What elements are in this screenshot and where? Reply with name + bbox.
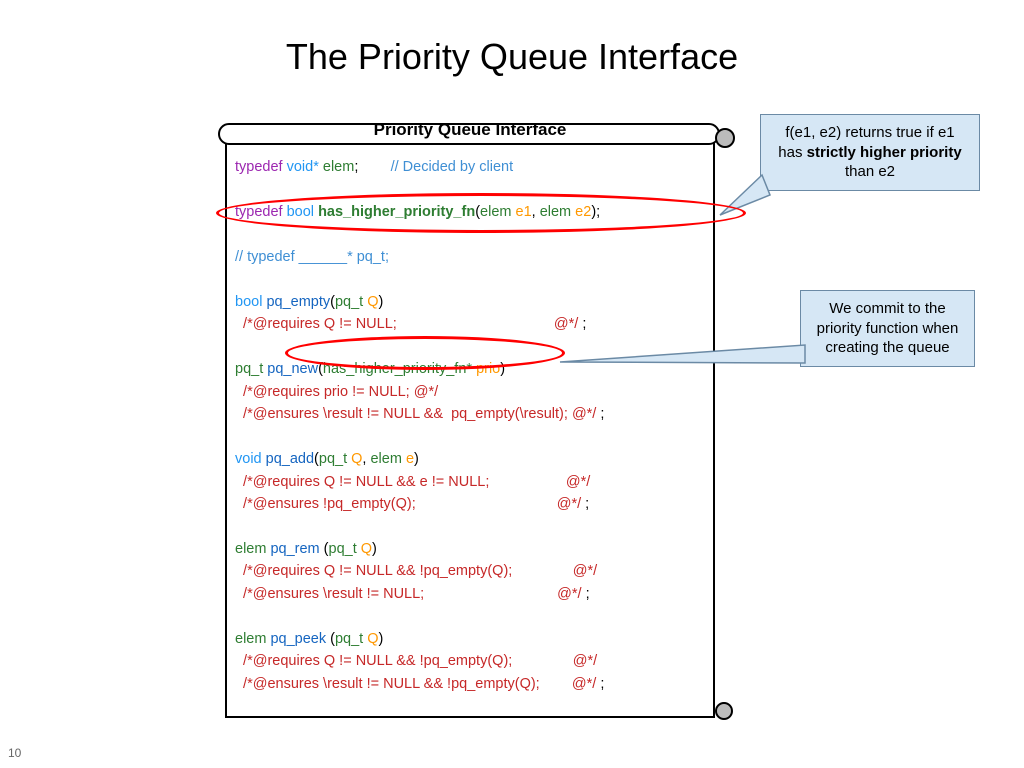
callout2-line3: creating the queue (825, 339, 949, 356)
callout1-line2b: strictly higher priority (807, 144, 962, 161)
callout-priority-fn: f(e1, e2) returns true if e1 has strictl… (760, 114, 980, 191)
param: Q (361, 541, 372, 557)
close: ) (414, 451, 419, 467)
contract-req: /*@requires Q != NULL; @*/ (235, 316, 578, 332)
fn-name: pq_empty (262, 294, 330, 310)
contract-ens: /*@ensures \result != NULL && !pq_empty(… (235, 676, 596, 692)
fn-name: pq_add (262, 451, 314, 467)
callout2-line1: We commit to the (829, 300, 945, 317)
comment-typedef: // typedef ______* pq_t; (235, 249, 389, 265)
callout1-line2a: has (778, 144, 806, 161)
kw-bool: bool (283, 204, 318, 220)
callout2-line2: priority function when (817, 320, 959, 337)
callout2-tail-icon (560, 345, 810, 380)
param: e2 (575, 204, 591, 220)
fn-name: pq_rem (266, 541, 323, 557)
close: ); (591, 204, 600, 220)
type: pq_t (335, 631, 367, 647)
fn-name: pq_new (263, 361, 318, 377)
param: e1 (516, 204, 532, 220)
ret-type: void (235, 451, 262, 467)
param: e (406, 451, 414, 467)
contract-ens: /*@ensures !pq_empty(Q); @*/ (235, 496, 581, 512)
close: ) (379, 294, 384, 310)
code-block: typedef void* elem; // Decided by client… (235, 156, 705, 695)
kw-typedef: typedef (235, 159, 283, 175)
param: Q (367, 631, 378, 647)
type: pq_t (335, 294, 367, 310)
callout1-tail-icon (720, 175, 780, 230)
scroll-curl-bottom-icon (715, 702, 733, 720)
ret-type: elem (235, 631, 266, 647)
type: pq_t (319, 451, 351, 467)
callout1-line1: f(e1, e2) returns true if e1 (785, 124, 954, 141)
ret-type: pq_t (235, 361, 263, 377)
contract-ens: /*@ensures \result != NULL; @*/ (235, 586, 582, 602)
close: ) (379, 631, 384, 647)
contract-req: /*@requires prio != NULL; @*/ (235, 384, 438, 400)
fn-name: pq_peek (266, 631, 330, 647)
param: Q (351, 451, 362, 467)
param: Q (367, 294, 378, 310)
ret-type: bool (235, 294, 262, 310)
type: has_higher_priority_fn* (323, 361, 476, 377)
kw-void: void* (283, 159, 319, 175)
type: pq_t (329, 541, 361, 557)
semi: ; (596, 676, 604, 692)
kw-typedef: typedef (235, 204, 283, 220)
contract-req: /*@requires Q != NULL && !pq_empty(Q); @… (235, 563, 597, 579)
contract-req: /*@requires Q != NULL && e != NULL; @*/ (235, 474, 590, 490)
semi: ; (596, 406, 604, 422)
close: ) (372, 541, 377, 557)
ret-type: elem (235, 541, 266, 557)
slide-title: The Priority Queue Interface (0, 36, 1024, 78)
semi: ; (581, 496, 589, 512)
param: prio (476, 361, 500, 377)
scroll-curl-top-icon (715, 128, 735, 148)
comma: , (532, 204, 540, 220)
contract-req: /*@requires Q != NULL && !pq_empty(Q); @… (235, 653, 597, 669)
close: ) (500, 361, 505, 377)
callout1-line3: than e2 (845, 163, 895, 180)
type: elem (370, 451, 405, 467)
contract-ens: /*@ensures \result != NULL && pq_empty(\… (235, 406, 596, 422)
scroll-panel: Priority Queue Interface typedef void* e… (225, 118, 725, 718)
semi: ; (578, 316, 586, 332)
type: elem (540, 204, 575, 220)
scroll-header: Priority Queue Interface (225, 120, 715, 140)
kw-elem: elem (319, 159, 354, 175)
fn-name: has_higher_priority_fn (318, 204, 475, 220)
page-number: 10 (8, 746, 21, 760)
semi: ; (582, 586, 590, 602)
type: elem (480, 204, 515, 220)
comment: // Decided by client (358, 159, 513, 175)
callout-commit: We commit to the priority function when … (800, 290, 975, 367)
